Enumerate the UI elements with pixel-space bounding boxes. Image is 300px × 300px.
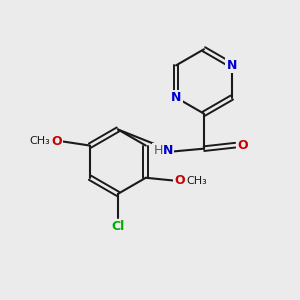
Text: O: O <box>237 139 248 152</box>
Text: H: H <box>153 144 163 157</box>
Text: Cl: Cl <box>111 220 124 233</box>
Text: N: N <box>227 59 237 72</box>
Text: O: O <box>51 135 62 148</box>
Text: CH₃: CH₃ <box>186 176 207 186</box>
Text: N: N <box>163 144 173 157</box>
Text: CH₃: CH₃ <box>29 136 50 146</box>
Text: N: N <box>171 91 181 104</box>
Text: O: O <box>174 174 185 187</box>
